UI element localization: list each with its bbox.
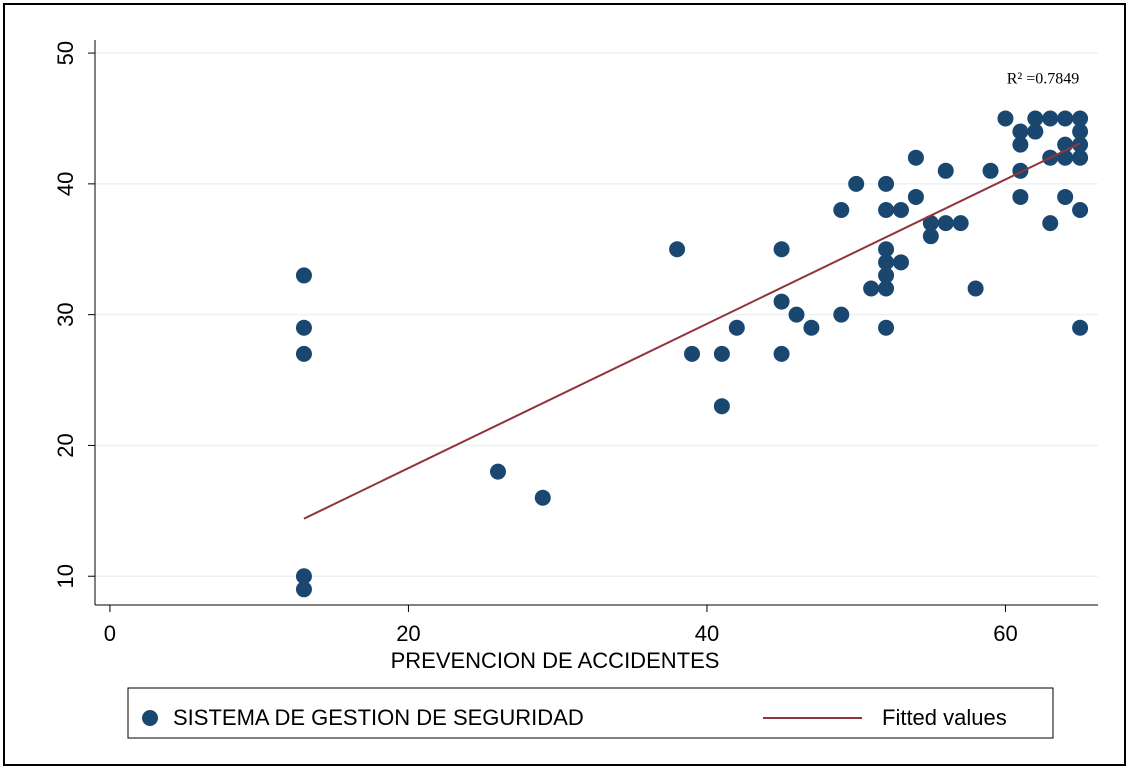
point bbox=[1012, 123, 1029, 140]
point bbox=[1072, 136, 1089, 153]
point bbox=[952, 215, 969, 232]
x-tick-label: 20 bbox=[396, 621, 420, 646]
frame bbox=[3, 3, 1126, 766]
legend-box bbox=[127, 687, 1054, 739]
point bbox=[295, 267, 312, 284]
point bbox=[1057, 149, 1074, 166]
point bbox=[1012, 188, 1029, 205]
point bbox=[907, 149, 924, 166]
point bbox=[684, 345, 701, 362]
x-axis-label: PREVENCION DE ACCIDENTES bbox=[391, 648, 720, 673]
point bbox=[788, 306, 805, 323]
y-tick-label: 50 bbox=[53, 41, 78, 65]
point bbox=[773, 345, 790, 362]
point bbox=[1057, 188, 1074, 205]
legend-label: Fitted values bbox=[882, 705, 1007, 730]
point bbox=[833, 306, 850, 323]
point bbox=[773, 241, 790, 258]
point bbox=[922, 215, 939, 232]
point bbox=[1057, 110, 1074, 127]
point bbox=[773, 293, 790, 310]
y-tick-label: 40 bbox=[53, 172, 78, 196]
x-tick-label: 40 bbox=[695, 621, 719, 646]
point bbox=[863, 280, 880, 297]
point bbox=[1072, 123, 1089, 140]
point bbox=[1072, 319, 1089, 336]
annotation: R² =0.7849 bbox=[1007, 71, 1080, 88]
point bbox=[937, 215, 954, 232]
point bbox=[997, 110, 1014, 127]
point bbox=[892, 254, 909, 271]
legend-label: SISTEMA DE GESTION DE SEGURIDAD bbox=[173, 705, 584, 730]
point bbox=[1072, 110, 1089, 127]
point bbox=[1042, 110, 1059, 127]
point bbox=[878, 202, 895, 219]
point bbox=[937, 162, 954, 179]
point bbox=[728, 319, 745, 336]
point bbox=[982, 162, 999, 179]
point bbox=[878, 267, 895, 284]
point bbox=[878, 254, 895, 271]
point bbox=[1027, 110, 1044, 127]
x-tick-label: 0 bbox=[104, 621, 116, 646]
point bbox=[295, 319, 312, 336]
point bbox=[713, 398, 730, 415]
fit-line bbox=[303, 142, 1081, 520]
y-tick-label: 30 bbox=[53, 302, 78, 326]
point bbox=[922, 228, 939, 245]
point bbox=[1012, 162, 1029, 179]
point bbox=[1027, 123, 1044, 140]
point bbox=[295, 345, 312, 362]
point bbox=[1072, 202, 1089, 219]
legend-marker bbox=[142, 710, 158, 726]
point bbox=[833, 202, 850, 219]
point bbox=[295, 568, 312, 585]
point bbox=[878, 175, 895, 192]
point bbox=[878, 280, 895, 297]
point bbox=[892, 202, 909, 219]
point bbox=[295, 581, 312, 598]
point bbox=[878, 319, 895, 336]
point bbox=[907, 188, 924, 205]
point bbox=[713, 345, 730, 362]
point bbox=[1012, 136, 1029, 153]
point bbox=[803, 319, 820, 336]
point bbox=[489, 463, 506, 480]
point bbox=[1042, 215, 1059, 232]
point bbox=[878, 241, 895, 258]
point bbox=[848, 175, 865, 192]
point bbox=[967, 280, 984, 297]
point bbox=[534, 489, 551, 506]
x-tick-label: 60 bbox=[993, 621, 1017, 646]
y-tick-label: 20 bbox=[53, 433, 78, 457]
point bbox=[669, 241, 686, 258]
point bbox=[1072, 149, 1089, 166]
y-tick-label: 10 bbox=[53, 564, 78, 588]
